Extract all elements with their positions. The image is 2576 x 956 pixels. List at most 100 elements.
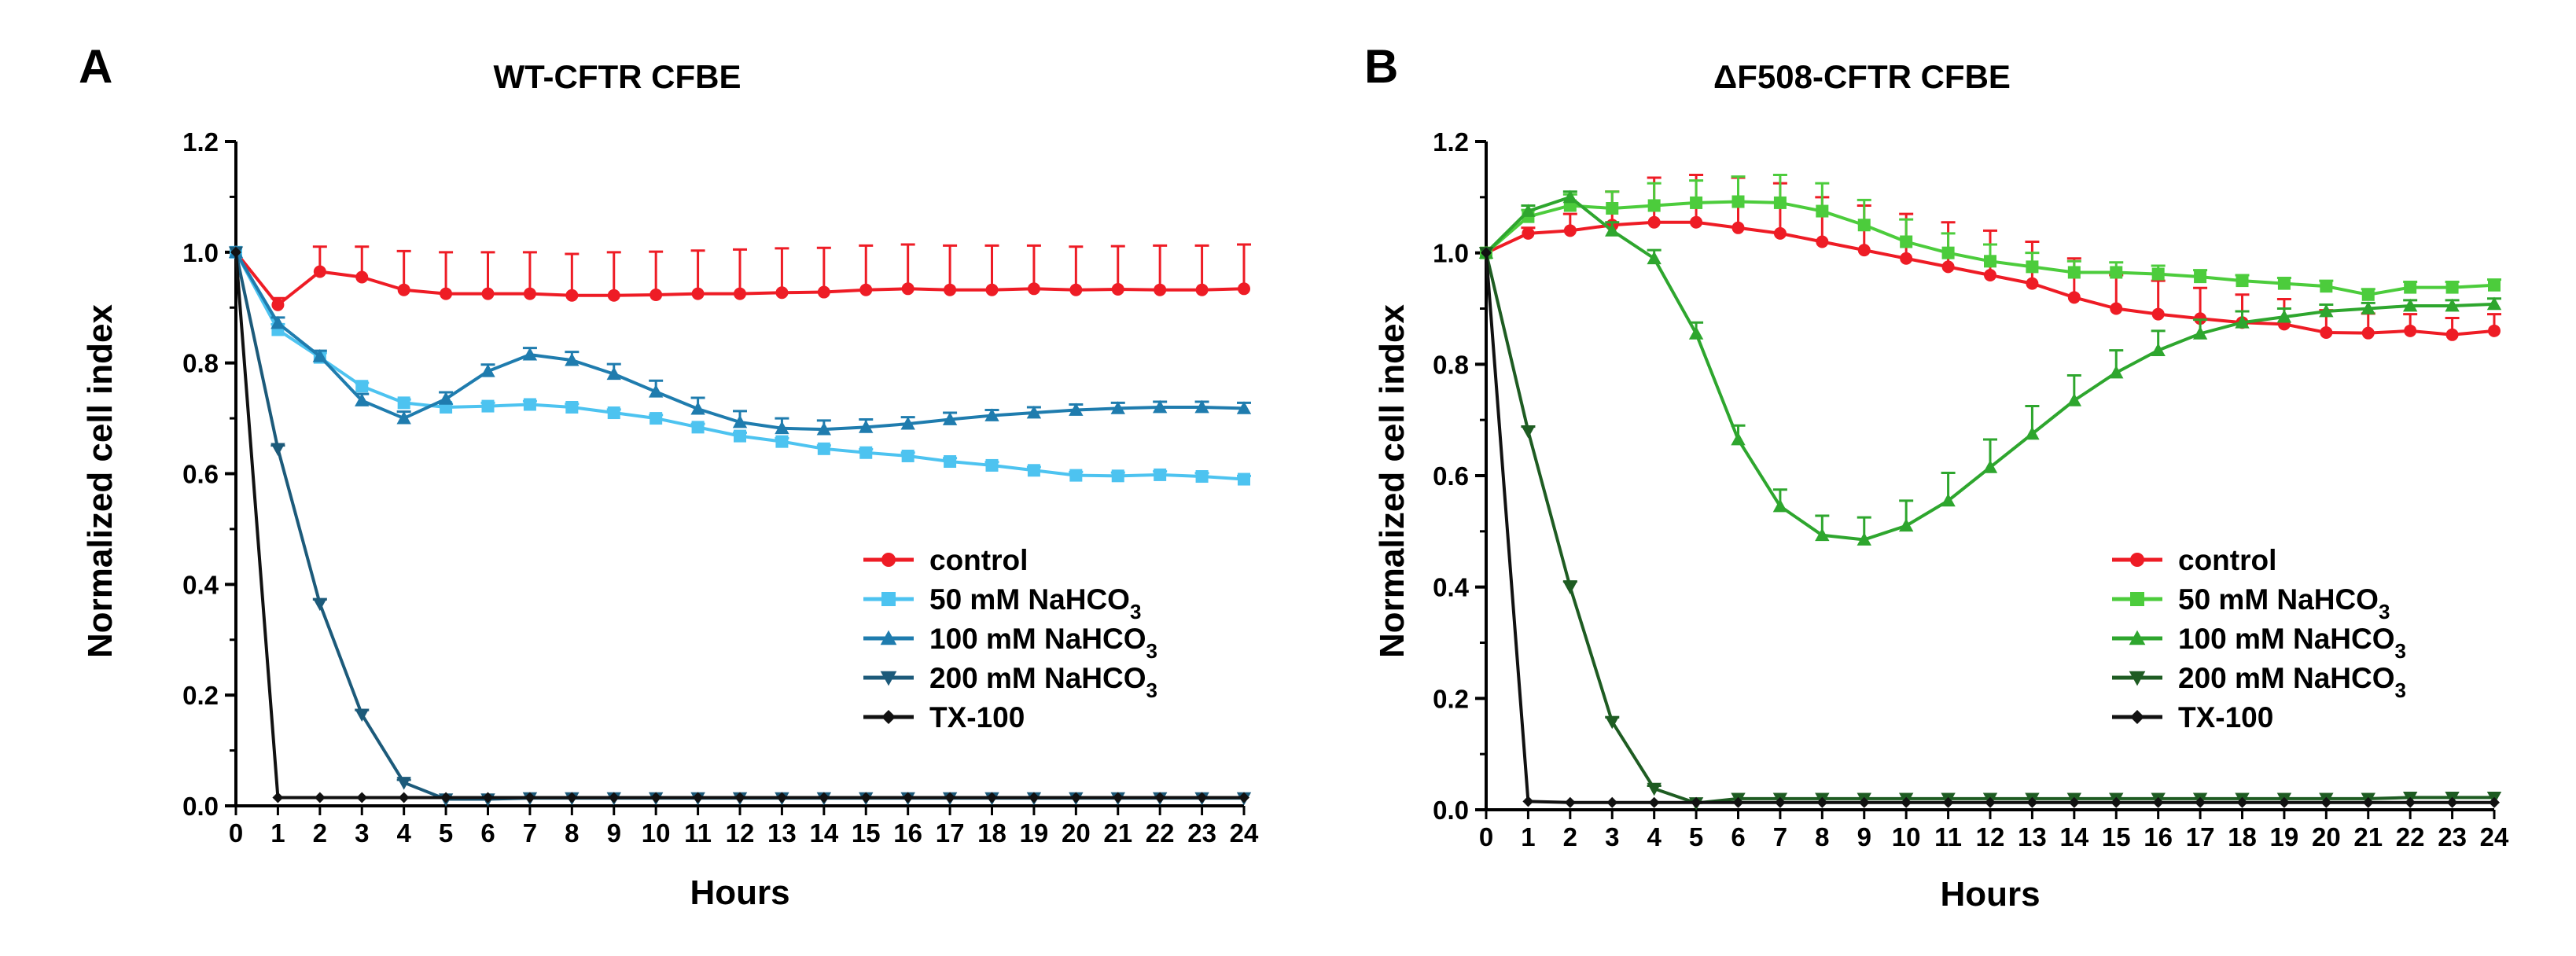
data-point [901, 449, 914, 462]
data-point [1731, 221, 1745, 234]
y-tick-label: 0.4 [1433, 573, 1470, 602]
data-point [312, 349, 328, 362]
data-point [2489, 796, 2500, 808]
data-point [2405, 796, 2416, 808]
data-point [2320, 796, 2332, 808]
x-tick-label: 8 [565, 818, 579, 848]
data-point [2110, 796, 2122, 808]
data-point [1238, 472, 1250, 486]
data-point [692, 792, 704, 803]
x-tick-label: 22 [2396, 822, 2425, 851]
series-line [234, 252, 1244, 800]
x-tick-label: 6 [480, 818, 495, 848]
data-point [1563, 224, 1577, 237]
legend-label: 200 mM NaHCO3 [2178, 662, 2406, 702]
x-tick-label: 24 [2480, 822, 2509, 851]
series-50-mm-nahco3 [1480, 174, 2501, 301]
data-point [1194, 399, 1209, 414]
data-point [984, 408, 999, 421]
x-tick-label: 11 [684, 818, 712, 848]
data-point [650, 289, 663, 302]
data-point [2026, 277, 2039, 290]
data-point [2361, 288, 2375, 301]
data-point [1070, 792, 1082, 803]
data-point [1522, 796, 1534, 807]
data-point [1941, 493, 1956, 507]
data-point [482, 792, 494, 803]
data-point [1857, 244, 1871, 257]
data-point [2067, 266, 2081, 279]
data-point [1195, 470, 1209, 484]
data-point [1110, 401, 1125, 414]
y-tick-label: 0.6 [1433, 461, 1469, 491]
data-point [2319, 303, 2334, 318]
series-control [230, 243, 1251, 311]
x-axis-label: Hours [1940, 875, 2040, 914]
data-point [1688, 326, 1704, 340]
data-point [2488, 278, 2501, 292]
data-point [2110, 266, 2123, 279]
x-tick-label: 5 [439, 818, 453, 848]
data-point [944, 455, 957, 469]
y-tick-label: 1.0 [1433, 239, 1469, 268]
data-point [1606, 796, 1618, 808]
data-point [271, 298, 285, 311]
data-point [1985, 796, 1996, 808]
data-point [312, 598, 328, 612]
data-point [2026, 260, 2039, 274]
data-point [1112, 792, 1124, 803]
series-line [1485, 252, 2494, 805]
x-tick-label: 15 [852, 818, 881, 848]
data-point [734, 287, 746, 300]
x-tick-label: 24 [1230, 818, 1259, 848]
data-point [1027, 282, 1040, 296]
data-point [481, 287, 495, 300]
data-point [2320, 325, 2333, 339]
data-point [2192, 326, 2208, 340]
data-point [356, 792, 368, 803]
y-tick-label: 0.2 [182, 681, 219, 710]
legend-label: control [2178, 544, 2276, 576]
data-point [859, 420, 874, 433]
data-point [1606, 202, 1619, 215]
x-tick-label: 19 [2270, 822, 2299, 851]
panel-letter: B [1364, 40, 1398, 93]
x-tick-label: 9 [607, 818, 621, 848]
data-point [1858, 796, 1870, 808]
data-point [2067, 291, 2081, 304]
x-tick-label: 0 [229, 818, 243, 848]
data-point [1647, 251, 1662, 265]
data-point [2486, 296, 2502, 311]
series-tx-100 [230, 246, 1249, 803]
series-line [234, 252, 1244, 801]
data-point [2068, 796, 2080, 808]
data-point [1773, 226, 1787, 240]
data-point [691, 287, 705, 300]
data-point [1900, 252, 1913, 265]
data-point [2277, 277, 2291, 290]
data-point [1942, 796, 1954, 808]
data-point [1690, 215, 1703, 229]
data-point [818, 792, 830, 803]
data-point [1647, 215, 1661, 229]
data-point [2194, 270, 2207, 284]
data-point [607, 406, 620, 420]
data-point [566, 792, 578, 803]
x-tick-label: 7 [523, 818, 537, 848]
legend-swatch-marker [2130, 553, 2144, 567]
legend-swatch-marker [880, 630, 897, 645]
data-point [1815, 528, 1830, 542]
series-200-mm-nahco3 [228, 246, 1252, 807]
legend-swatch-marker [2130, 592, 2144, 606]
legend-swatch-marker [2130, 710, 2144, 724]
legend-label: 50 mM NaHCO3 [2178, 583, 2390, 623]
data-point [1731, 195, 1745, 208]
x-tick-label: 3 [355, 818, 369, 848]
legend-swatch-marker [881, 553, 896, 567]
data-point [2195, 796, 2206, 808]
data-point [1816, 235, 1829, 248]
data-point [902, 792, 914, 803]
data-point [1238, 792, 1249, 803]
series-100-mm-nahco3 [228, 245, 1252, 436]
data-point [1196, 792, 1208, 803]
